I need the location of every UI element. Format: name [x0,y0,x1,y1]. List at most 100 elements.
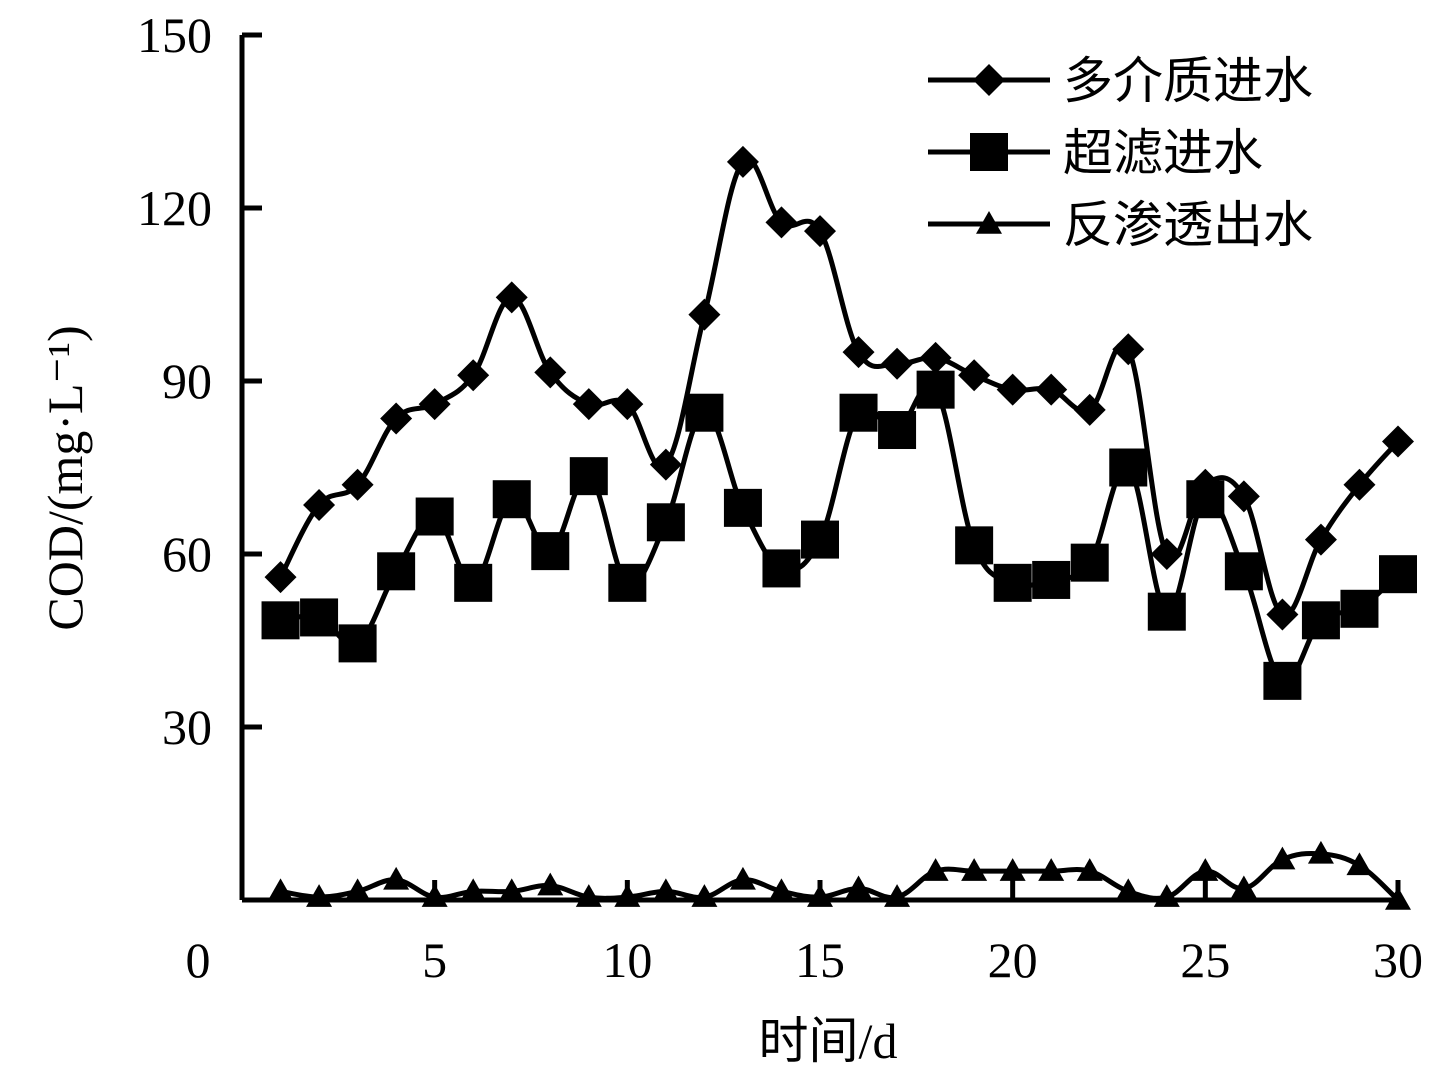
series-2-point-14 [768,878,795,902]
series-2-point-10 [614,884,641,907]
y-axis-title: COD/(mg·L⁻¹) [37,325,93,630]
series-0-point-9 [572,388,605,421]
legend-label-1: 超滤进水 [1063,124,1263,182]
series-1-point-5 [415,497,454,536]
series-2-point-20 [999,858,1026,881]
series-0-point-13 [726,145,759,178]
series-1-point-6 [454,563,493,602]
series-0-point-3 [341,468,374,501]
x-tick-label-15: 15 [795,932,845,988]
series-1-point-28 [1301,601,1340,640]
series-line-2 [280,850,1400,902]
series-2-point-7 [498,878,525,902]
x-tick-label-20: 20 [988,932,1038,988]
x-tick-label-5: 5 [422,932,447,988]
series-0-point-29 [1343,468,1376,501]
series-1-point-22 [1070,543,1109,582]
series-2-point-9 [575,884,602,907]
series-0-point-23 [1112,333,1145,366]
y-tick-label-90: 90 [162,353,212,409]
series-1-point-19 [955,526,994,565]
series-2-point-26 [1230,875,1257,899]
series-0-point-18 [919,341,952,374]
y-tick-label-30: 30 [162,699,212,755]
series-1-point-23 [1109,448,1148,487]
series-1-point-18 [916,370,955,409]
series-2-point-28 [1307,840,1334,864]
series-0-point-5 [418,388,451,421]
y-tick-label-60: 60 [162,526,212,582]
series-1-point-7 [492,480,531,519]
series-0-point-27 [1266,598,1299,631]
origin-label: 0 [186,932,211,988]
series-2-point-4 [383,866,410,890]
series-1-point-14 [762,549,801,588]
series-1-point-2 [300,598,339,637]
series-2-point-2 [306,884,333,907]
legend-marker-2 [976,211,1002,234]
series-2-point-27 [1269,846,1296,870]
series-0-point-14 [765,206,798,239]
series-0-point-26 [1227,480,1260,513]
series-1-point-25 [1186,480,1225,519]
series-2 [267,840,1411,910]
x-axis-title: 时间/d [759,1013,898,1069]
series-1-point-15 [801,520,839,559]
series-0-point-6 [457,359,490,392]
series-1-point-8 [531,532,570,571]
series-1-point-29 [1340,589,1379,628]
series-2-point-23 [1115,878,1142,902]
series-2-point-25 [1192,858,1219,881]
legend-marker-0 [973,64,1005,96]
series-0-point-8 [534,356,567,389]
series-2-point-11 [652,878,679,902]
series-1-point-10 [608,563,647,602]
series-0-point-21 [1035,373,1068,406]
series-2-point-8 [537,872,564,896]
series-1-point-13 [723,488,762,527]
x-tick-label-25: 25 [1180,932,1230,988]
series-1-point-9 [569,457,608,496]
series-0-point-28 [1304,523,1337,556]
axes: 30 60 90 120 150 0 5 10 15 20 25 30 [137,7,1423,988]
x-tick-label-10: 10 [602,932,652,988]
series-2-point-22 [1076,858,1103,881]
series-2-point-16 [845,875,872,899]
series-0-point-17 [881,347,914,380]
series-1-point-20 [993,563,1032,602]
series-0-point-1 [264,561,297,594]
series-2-point-24 [1153,884,1180,907]
series-2-point-6 [460,878,487,902]
series-0-point-30 [1382,425,1414,458]
legend-marker-1 [970,133,1008,171]
series-2-point-29 [1346,852,1373,876]
series-0-point-19 [958,359,991,392]
legend-label-0: 多介质进水 [1063,52,1313,110]
series-1-point-30 [1379,555,1417,594]
series-0-point-24 [1150,538,1183,570]
series-1-point-3 [338,624,377,663]
series-0-point-11 [649,448,682,481]
series-2-point-12 [691,884,718,907]
y-tick-label-150: 150 [137,7,212,63]
series-1-point-21 [1032,560,1071,599]
series-1-point-11 [646,503,685,542]
series-0-point-16 [842,336,875,369]
series-1-point-16 [839,393,878,432]
series-2-point-17 [884,884,911,907]
series-0-point-15 [804,215,836,248]
series-1-point-17 [878,411,917,450]
y-tick-label-120: 120 [137,180,212,236]
series-2-point-1 [267,878,294,902]
legend-label-2: 反渗透出水 [1063,196,1313,254]
series-2-point-13 [729,866,756,890]
x-tick-label-30: 30 [1373,932,1423,988]
series-2-point-19 [961,858,988,881]
series-2-point-21 [1038,858,1065,881]
series-1-point-24 [1147,592,1186,631]
series-0 [264,145,1414,631]
series-0-point-22 [1073,393,1106,426]
series-0-point-4 [380,402,413,435]
